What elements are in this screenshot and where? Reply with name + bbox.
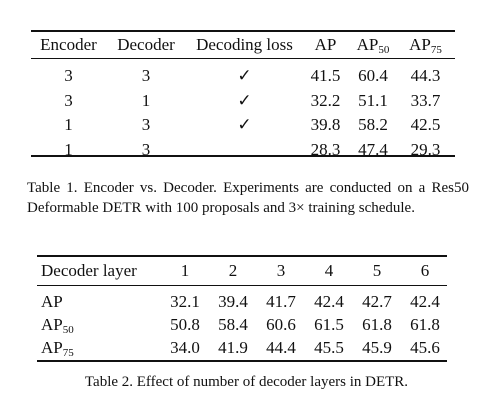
cell-encoder: 3: [64, 90, 73, 110]
header-layer: 2: [228, 261, 238, 280]
header-layer: 4: [324, 261, 334, 280]
cell-value: 58.4: [218, 314, 248, 334]
cell-value: 34.0: [170, 337, 200, 357]
header-ap: AP: [314, 35, 337, 54]
cell-loss-checkmark: ✓: [237, 66, 252, 86]
header-layer: 1: [180, 261, 190, 280]
table2-caption: Table 2. Effect of number of decoder lay…: [84, 374, 409, 390]
cell-ap75: 33.7: [410, 90, 441, 110]
cell-encoder: 1: [64, 115, 73, 135]
cell-ap: 28.3: [310, 139, 341, 159]
header-ap75-sub: 75: [430, 44, 442, 56]
table2-row: AP 32.1 39.4 41.7 42.4 42.7 42.4: [37, 285, 449, 313]
header-encoder: Encoder: [40, 35, 97, 54]
table2-row: AP50 50.8 58.4 60.6 61.5 61.8 61.8: [37, 313, 449, 336]
cell-value: 45.6: [410, 337, 440, 357]
header-ap50-sub: 50: [378, 44, 390, 56]
cell-ap50: 60.4: [358, 66, 388, 86]
row-label-base: AP: [41, 337, 63, 357]
cell-loss-checkmark: [186, 138, 303, 163]
table2: Decoder layer 1 2 3 4 5 6 AP 32.1 39.4 4…: [37, 257, 449, 359]
table1-row: 3 1 ✓ 32.2 51.1 33.7: [31, 89, 453, 114]
header-decoding-loss: Decoding loss: [196, 35, 293, 54]
table2-header-rule: [37, 285, 447, 286]
row-label: AP75: [37, 336, 161, 359]
header-ap50-base: AP: [356, 35, 379, 54]
cell-ap50: 51.1: [358, 90, 388, 110]
cell-value: 45.9: [362, 337, 392, 357]
cell-ap75: 44.3: [410, 66, 441, 86]
cell-value: 39.4: [218, 291, 248, 311]
cell-ap50: 47.4: [358, 139, 388, 159]
table2-header-row: Decoder layer 1 2 3 4 5 6: [37, 257, 449, 285]
cell-value: 61.8: [410, 314, 440, 334]
header-layer: 5: [372, 261, 382, 280]
cell-ap75: 42.5: [410, 115, 441, 135]
cell-value: 44.4: [266, 337, 296, 357]
row-label-base: AP: [41, 314, 63, 334]
cell-loss-checkmark: ✓: [237, 115, 252, 135]
cell-value: 42.7: [362, 291, 392, 311]
row-label-base: AP: [41, 291, 63, 311]
table2-row: AP75 34.0 41.9 44.4 45.5 45.9 45.6: [37, 336, 449, 359]
header-ap75: AP75: [398, 32, 453, 58]
cell-value: 61.5: [314, 314, 344, 334]
cell-ap50: 58.2: [358, 115, 388, 135]
cell-decoder: 1: [141, 90, 151, 110]
header-ap75-base: AP: [409, 35, 431, 54]
cell-value: 45.5: [314, 337, 344, 357]
table1-top-rule: [31, 30, 455, 32]
row-label: AP50: [37, 313, 161, 336]
cell-ap: 32.2: [310, 90, 341, 110]
table2-top-rule: [37, 255, 447, 257]
cell-ap75: 29.3: [410, 139, 441, 159]
cell-ap: 39.8: [310, 115, 341, 135]
table1-caption: Table 1. Encoder vs. Decoder. Experiment…: [27, 180, 469, 216]
table1-row: 1 3 ✓ 39.8 58.2 42.5: [31, 113, 453, 138]
cell-ap: 41.5: [310, 66, 341, 86]
cell-value: 42.4: [410, 291, 440, 311]
cell-encoder: 3: [64, 66, 73, 86]
cell-value: 41.9: [218, 337, 248, 357]
cell-value: 42.4: [314, 291, 344, 311]
row-label: AP: [37, 285, 161, 313]
header-decoder: Decoder: [117, 35, 175, 54]
header-layer: 3: [276, 261, 286, 280]
cell-value: 41.7: [266, 291, 296, 311]
table1-bottom-rule: [31, 155, 455, 157]
cell-loss-checkmark: ✓: [237, 90, 252, 110]
row-label-sub: 50: [62, 323, 74, 336]
header-layer: 6: [420, 261, 430, 280]
table1-row: 1 3 28.3 47.4 29.3: [31, 138, 453, 163]
cell-value: 32.1: [170, 291, 200, 311]
cell-value: 50.8: [170, 314, 200, 334]
table2-bottom-rule: [37, 360, 447, 362]
table1: Encoder Decoder Decoding loss AP AP50 AP…: [31, 32, 453, 162]
cell-value: 61.8: [362, 314, 392, 334]
table1-row: 3 3 ✓ 41.5 60.4 44.3: [31, 58, 453, 89]
cell-encoder: 1: [64, 139, 73, 159]
header-decoder-layer: Decoder layer: [41, 261, 137, 280]
cell-decoder: 3: [141, 115, 151, 135]
row-label-sub: 75: [62, 346, 74, 359]
cell-value: 60.6: [266, 314, 296, 334]
header-ap50: AP50: [348, 32, 398, 58]
cell-decoder: 3: [141, 139, 151, 159]
table1-header-row: Encoder Decoder Decoding loss AP AP50 AP…: [31, 32, 453, 58]
table1-header-rule: [31, 58, 455, 59]
cell-decoder: 3: [141, 66, 151, 86]
